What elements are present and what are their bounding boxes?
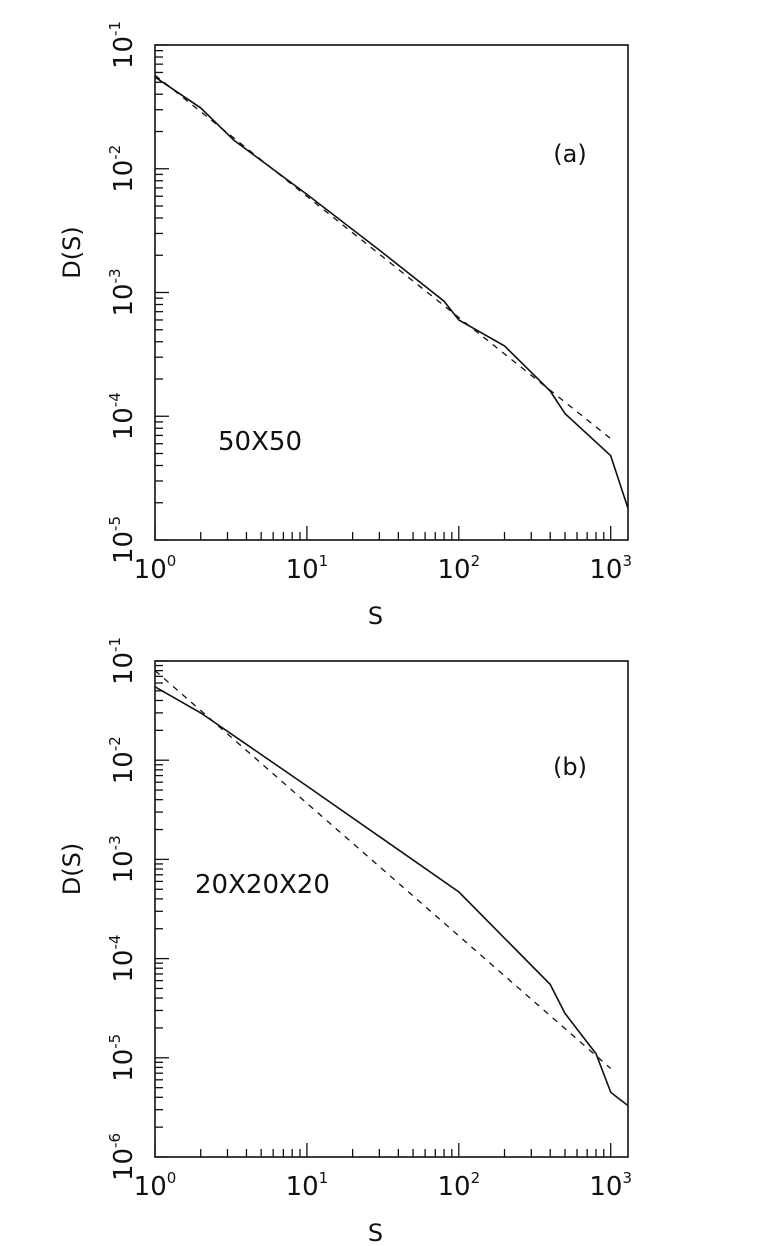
x-tick-exponent: 1 bbox=[319, 1169, 329, 1187]
x-tick-exponent: 0 bbox=[167, 1169, 177, 1187]
y-tick-exponent: -2 bbox=[106, 736, 124, 751]
y-tick-exponent: -4 bbox=[106, 935, 124, 950]
y-tick-base: 10 bbox=[109, 407, 139, 440]
y-tick-label: 10-4 bbox=[106, 935, 139, 983]
y-tick-exponent: -2 bbox=[106, 145, 124, 160]
x-tick-exponent: 1 bbox=[319, 552, 329, 570]
y-tick-base: 10 bbox=[109, 1049, 139, 1082]
x-tick-label: 100 bbox=[134, 552, 177, 585]
x-tick-label: 100 bbox=[134, 1169, 177, 1202]
y-tick-exponent: -5 bbox=[106, 516, 124, 531]
x-tick-base: 10 bbox=[589, 555, 622, 585]
panel-label: (a) bbox=[553, 140, 586, 168]
x-tick-label: 101 bbox=[286, 1169, 329, 1202]
x-tick-base: 10 bbox=[437, 555, 470, 585]
x-tick-label: 101 bbox=[286, 552, 329, 585]
y-tick-exponent: -4 bbox=[106, 392, 124, 407]
x-tick-exponent: 3 bbox=[622, 1169, 632, 1187]
x-tick-exponent: 3 bbox=[622, 552, 632, 570]
system-size-label: 20X20X20 bbox=[195, 870, 330, 900]
y-tick-label: 10-1 bbox=[106, 637, 139, 685]
y-tick-label: 10-5 bbox=[106, 1034, 139, 1082]
y-axis-label: D(S) bbox=[58, 226, 86, 278]
y-tick-base: 10 bbox=[109, 36, 139, 69]
x-tick-exponent: 2 bbox=[471, 1169, 481, 1187]
y-tick-base: 10 bbox=[109, 652, 139, 685]
x-tick-base: 10 bbox=[134, 1172, 167, 1202]
power-law-fit-line bbox=[154, 74, 612, 440]
x-tick-label: 102 bbox=[437, 1169, 480, 1202]
panel-b: 100 101 102 10310-610-510-410-310-210-1SD(S… bbox=[58, 637, 632, 1246]
x-tick-label: 103 bbox=[589, 552, 632, 585]
plot-frame bbox=[154, 44, 629, 541]
y-tick-base: 10 bbox=[109, 1148, 139, 1181]
y-tick-base: 10 bbox=[109, 160, 139, 193]
y-axis-label: D(S) bbox=[58, 843, 86, 895]
panel-label: (b) bbox=[553, 753, 587, 781]
x-tick-base: 10 bbox=[286, 555, 319, 585]
x-tick-label: 103 bbox=[589, 1169, 632, 1202]
y-tick-label: 10-6 bbox=[106, 1133, 139, 1181]
y-tick-label: 10-2 bbox=[106, 145, 139, 193]
x-tick-base: 10 bbox=[286, 1172, 319, 1202]
y-tick-label: 10-3 bbox=[106, 268, 139, 316]
plot-frame bbox=[154, 660, 629, 1158]
y-tick-label: 10-2 bbox=[106, 736, 139, 784]
y-tick-exponent: -3 bbox=[106, 268, 124, 283]
y-tick-exponent: -5 bbox=[106, 1034, 124, 1049]
y-tick-base: 10 bbox=[109, 751, 139, 784]
x-axis-label: S bbox=[368, 1219, 383, 1246]
x-tick-exponent: 0 bbox=[167, 552, 177, 570]
panel-a: 100 101 102 10310-510-410-310-210-1SD(S)(a)… bbox=[58, 21, 632, 630]
power-law-fit-line bbox=[154, 670, 612, 1069]
y-tick-label: 10-5 bbox=[106, 516, 139, 564]
x-tick-label: 102 bbox=[437, 552, 480, 585]
y-tick-base: 10 bbox=[109, 531, 139, 564]
y-tick-exponent: -3 bbox=[106, 835, 124, 850]
y-tick-label: 10-1 bbox=[106, 21, 139, 69]
y-tick-exponent: -1 bbox=[106, 637, 124, 652]
distribution-curve bbox=[154, 76, 629, 509]
x-tick-exponent: 2 bbox=[471, 552, 481, 570]
x-tick-base: 10 bbox=[134, 555, 167, 585]
x-axis-label: S bbox=[368, 602, 383, 630]
y-tick-base: 10 bbox=[109, 850, 139, 883]
y-tick-label: 10-4 bbox=[106, 392, 139, 440]
x-tick-base: 10 bbox=[589, 1172, 622, 1202]
y-tick-base: 10 bbox=[109, 283, 139, 316]
y-tick-base: 10 bbox=[109, 950, 139, 983]
y-tick-label: 10-3 bbox=[106, 835, 139, 883]
y-tick-exponent: -1 bbox=[106, 21, 124, 36]
x-tick-base: 10 bbox=[437, 1172, 470, 1202]
distribution-curve bbox=[154, 686, 629, 1107]
y-tick-exponent: -6 bbox=[106, 1133, 124, 1148]
system-size-label: 50X50 bbox=[218, 427, 302, 457]
